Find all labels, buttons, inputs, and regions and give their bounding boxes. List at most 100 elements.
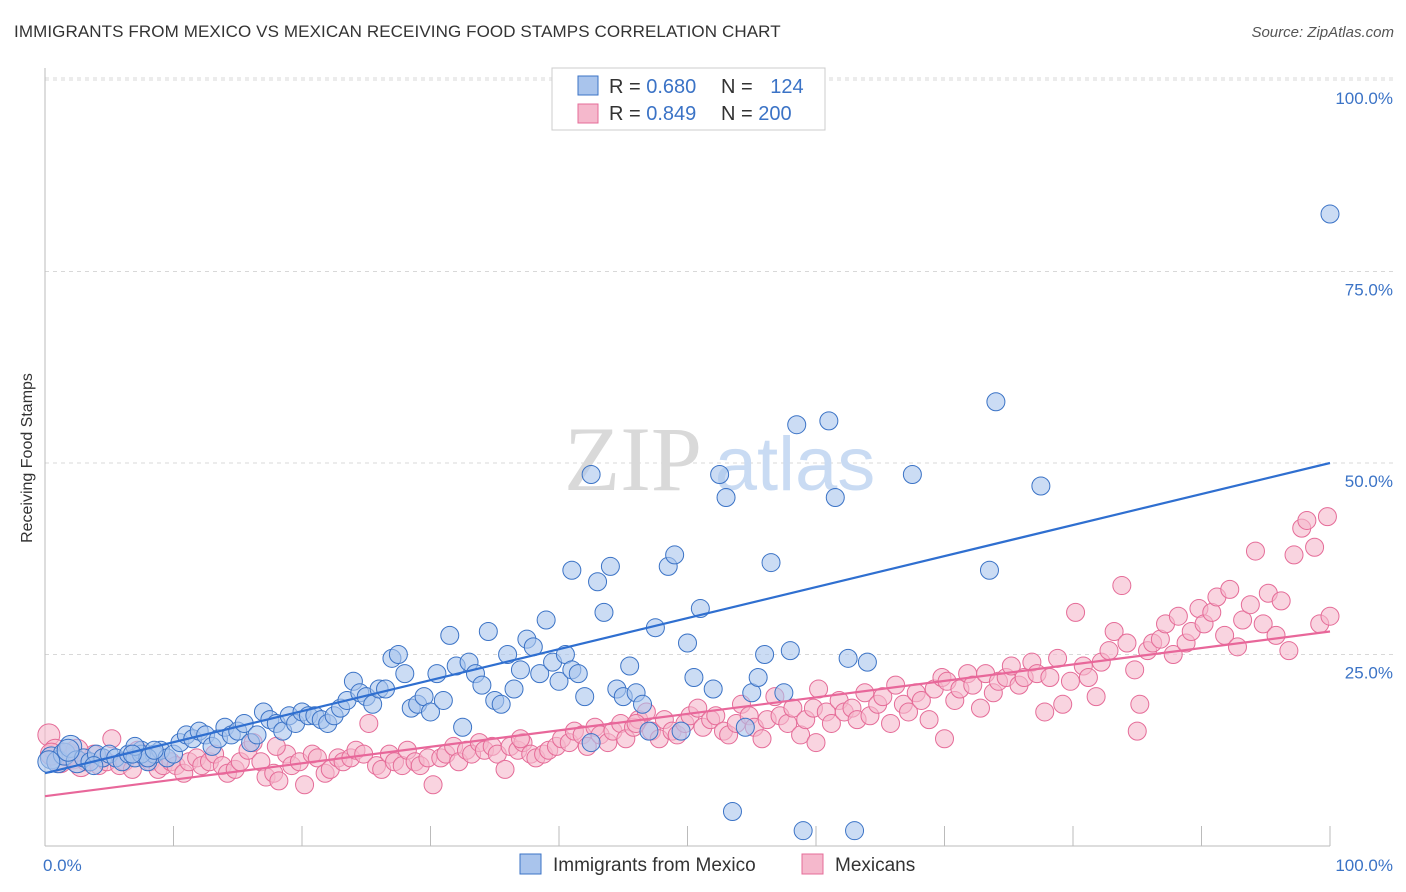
legend-n-value-2: 200	[758, 103, 791, 125]
mexicans-point-166	[1104, 622, 1124, 642]
mexicans-point-188	[1245, 541, 1265, 561]
mexicans-point-185	[1227, 637, 1247, 657]
mexicans-point-204	[1127, 721, 1147, 741]
bottom-legend-label-immigrants: Immigrants from Mexico	[553, 855, 756, 876]
immigrants-point-125	[979, 560, 999, 580]
mexicans-point-150	[1001, 656, 1021, 676]
mexicans-point-163	[1086, 687, 1106, 707]
immigrants-point-127	[1031, 476, 1051, 496]
mexicans-point-193	[1279, 641, 1299, 661]
immigrants-point-98	[633, 694, 653, 714]
mexicans-point-137	[919, 710, 939, 730]
y-tick-label-0: 100.0%	[1335, 89, 1393, 108]
immigrants-point-77	[510, 660, 530, 680]
immigrants-point-87	[575, 687, 595, 707]
legend-n-value-1: 124	[770, 76, 803, 98]
immigrants-point-124	[902, 464, 922, 484]
immigrants-point-96	[620, 656, 640, 676]
immigrants-point-109	[716, 487, 736, 507]
mexicans-point-60	[423, 775, 443, 795]
immigrants-point-104	[678, 633, 697, 653]
immigrants-point-90	[581, 733, 601, 753]
mexicans-point-160	[1066, 602, 1086, 622]
watermark: ZIP atlas	[564, 408, 875, 510]
mexicans-point-131	[881, 713, 901, 733]
x-tick-label-start: 0.0%	[43, 856, 82, 875]
y-tick-label-1: 75.0%	[1345, 281, 1393, 300]
immigrants-point-116	[780, 641, 800, 661]
mexicans-point-169	[1125, 660, 1145, 680]
immigrants-point-107	[703, 679, 723, 699]
legend-r-value-1: 0.680	[646, 76, 696, 98]
mexicans-point-156	[1040, 667, 1060, 687]
mexicans-point-130	[873, 687, 893, 707]
legend-r-value-2: 0.849	[646, 103, 696, 125]
mexicans-point-196	[1297, 510, 1317, 530]
immigrants-point-91	[588, 572, 608, 592]
gridlines	[45, 77, 1393, 655]
immigrants-point-110	[735, 717, 755, 737]
immigrants-point-112	[748, 667, 768, 687]
mexicans-point-136	[911, 690, 931, 710]
immigrants-point-119	[819, 411, 839, 431]
mexicans-point-36	[269, 771, 289, 791]
source-label: Source: ZipAtlas.com	[1251, 24, 1394, 41]
immigrants-point-72	[478, 622, 498, 642]
legend-swatch-immigrants	[577, 75, 599, 96]
immigrants-point-132	[722, 802, 742, 822]
immigrants-point-58	[388, 645, 408, 664]
x-tick-label-end: 100.0%	[1335, 856, 1393, 875]
immigrants-points	[37, 204, 1340, 841]
legend-n-label-2: N =	[721, 103, 758, 125]
immigrants-point-92	[594, 602, 614, 622]
mexicans-point-197	[1305, 537, 1325, 557]
immigrants-point-36	[247, 725, 267, 745]
tick-labels: 100.0% 75.0% 50.0% 25.0% 0.0% 100.0%	[43, 89, 1393, 875]
immigrants-point-128	[1320, 204, 1340, 224]
immigrants-point-86	[568, 664, 588, 684]
immigrants-point-93	[600, 556, 620, 576]
immigrants-point-120	[825, 487, 845, 507]
immigrants-point-108	[710, 464, 730, 484]
immigrants-point-88	[562, 560, 582, 580]
immigrants-point-130	[56, 738, 80, 762]
mexicans-point-184	[1220, 579, 1240, 599]
mexicans-point-176	[1168, 606, 1188, 626]
bottom-legend-label-mexicans: Mexicans	[835, 855, 915, 876]
mexicans-point-165	[1099, 641, 1119, 661]
mexicans-point-191	[1266, 625, 1286, 645]
immigrants-point-66	[440, 625, 460, 645]
mexicans-point-159	[1060, 671, 1080, 691]
immigrants-point-123	[857, 652, 877, 672]
mexicans-point-158	[1053, 694, 1073, 714]
immigrants-point-65	[433, 690, 453, 710]
immigrants-point-121	[838, 648, 858, 668]
mexicans-point-201	[510, 729, 530, 749]
mexicans-point-205	[1320, 606, 1340, 626]
immigrants-point-23	[144, 740, 164, 760]
mexicans-point-145	[970, 698, 990, 718]
immigrants-point-75	[498, 645, 518, 664]
immigrants-point-74	[491, 694, 511, 714]
axes	[44, 68, 1331, 847]
y-tick-label-2: 50.0%	[1345, 472, 1393, 491]
legend-swatch-mexicans	[577, 103, 599, 124]
svg-text:N = 124: N = 124	[721, 76, 804, 98]
mexicans-point-132	[886, 675, 906, 695]
immigrants-point-118	[793, 821, 813, 841]
immigrants-point-117	[787, 415, 807, 435]
svg-text:R = 0.849: R = 0.849	[609, 103, 696, 125]
immigrants-point-83	[549, 671, 569, 691]
mexicans-point-194	[1284, 545, 1304, 565]
legend-box: R = 0.680 N = 124 R = 0.849 N = 200	[551, 67, 826, 131]
immigrants-point-115	[774, 683, 794, 703]
svg-text:R = 0.680: R = 0.680	[609, 76, 696, 98]
bottom-legend-swatch-mexicans	[801, 853, 824, 875]
mexicans-point-50	[359, 713, 379, 733]
legend-r-label-2: R =	[609, 103, 646, 125]
mexicans-point-170	[1130, 694, 1150, 714]
immigrants-point-113	[755, 645, 775, 664]
immigrants-point-59	[395, 664, 415, 684]
mexicans-point-111	[752, 729, 772, 749]
mexicans-point-186	[1233, 610, 1253, 630]
